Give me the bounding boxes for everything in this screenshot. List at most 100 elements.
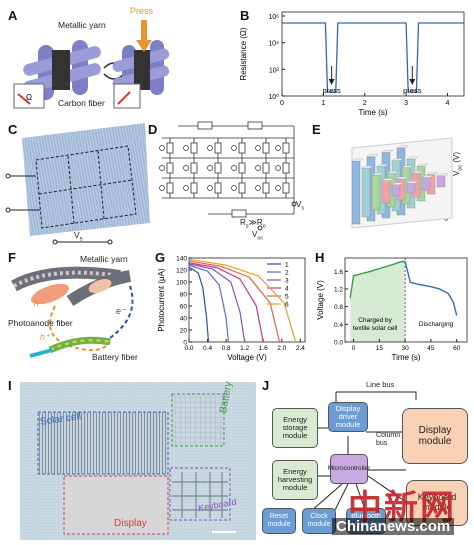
voc-terminal — [257, 225, 263, 231]
panel-a-illustration: Ω — [13, 20, 170, 109]
cell-outline — [35, 145, 137, 229]
bar-top — [371, 172, 384, 176]
cell-symbol — [207, 185, 213, 191]
resistor — [238, 162, 246, 174]
bar — [406, 182, 416, 194]
vs-label: Vs — [296, 200, 305, 212]
series-line-3 — [188, 263, 246, 343]
terminal-bottom-right — [107, 239, 113, 245]
panel-label: F — [8, 250, 16, 265]
x-tick-label: 3 — [404, 100, 408, 107]
x-tick-label: 60 — [453, 345, 461, 352]
bar-top — [366, 154, 379, 157]
resistor — [262, 142, 270, 154]
panel-label: G — [155, 250, 166, 265]
bar-top — [416, 163, 429, 167]
charging-line — [349, 260, 406, 298]
x-tick-label: 1.6 — [259, 345, 268, 352]
reset-module: Reset module — [262, 508, 296, 534]
charged-line-1: Charged by — [358, 317, 392, 324]
legend-label: 2 — [285, 270, 289, 277]
keyboard-region — [169, 467, 231, 521]
scale-bar — [125, 229, 141, 233]
resistor — [166, 182, 174, 194]
resistance-line — [282, 22, 464, 93]
panel-f: F Metallic yarn Photoanode fiber Battery… — [0, 246, 155, 368]
vs-label: Vs — [74, 230, 83, 243]
battery-region — [171, 393, 225, 447]
equivalent-circuit — [159, 121, 297, 231]
y-axis-label: Resistance (Ω) — [239, 27, 248, 80]
bar-top — [361, 165, 374, 169]
resistor — [166, 142, 174, 154]
cell-divider-1 — [67, 155, 75, 225]
hole-label-2: h⁺ — [40, 332, 50, 342]
resistor — [214, 162, 222, 174]
z-tick-label: 0 — [444, 216, 448, 223]
y-axis-label: Photocurrent (μA) — [157, 268, 166, 332]
panel-label: E — [312, 122, 321, 137]
solar-cell-region — [37, 411, 169, 475]
press-annotation: press — [322, 86, 341, 95]
cell-symbol — [183, 165, 189, 171]
x-tick-label: 0.8 — [222, 345, 231, 352]
bar — [371, 174, 381, 211]
battery-fiber — [48, 336, 111, 354]
resistor — [190, 162, 198, 174]
resistor — [214, 142, 222, 154]
panel-label: H — [315, 250, 325, 265]
photoanode-fiber — [31, 283, 69, 305]
bar-top — [391, 182, 404, 185]
bar-top — [436, 173, 449, 176]
keyboard-grid — [172, 472, 228, 518]
rs-ro-label: Rs≫Ro — [240, 218, 266, 230]
x-axis-label: Time (s) — [358, 108, 387, 117]
resistor — [282, 142, 290, 154]
resistor — [238, 182, 246, 194]
z-axis-label: Voc (V) — [452, 151, 464, 176]
y-tick-label: 0 — [183, 340, 187, 347]
display-label: Display — [114, 518, 147, 529]
terminal-left-top — [5, 173, 11, 179]
textile-photo — [5, 123, 150, 245]
cell-symbol — [255, 145, 261, 151]
plot-frame — [281, 11, 465, 97]
energy-storage-module: Energy storage module — [272, 408, 318, 448]
panel-c: C Vs — [0, 118, 155, 246]
x-axis-label: Time (s) — [391, 353, 420, 362]
x-tick-label: 1.2 — [240, 345, 249, 352]
y-tick-label: 0.4 — [334, 322, 343, 329]
photoanode-illustration — [11, 266, 134, 358]
y-tick-label: 0.8 — [334, 304, 343, 311]
cell-symbol — [231, 165, 237, 171]
panel-label: I — [8, 378, 12, 393]
discharging-line — [404, 261, 458, 316]
series-resistor — [231, 209, 247, 218]
series-resistor — [247, 121, 263, 130]
legend-label: 1 — [285, 262, 289, 269]
series-line-2 — [188, 264, 229, 343]
battery-label: Battery fiber — [92, 352, 138, 362]
panel-label: C — [8, 122, 18, 137]
charged-annotation: Charged by textile solar cell — [353, 317, 398, 332]
panel-label: A — [8, 8, 18, 23]
x-tick-label: 0.0 — [184, 345, 193, 352]
display-region — [63, 475, 169, 535]
cell-symbol — [255, 165, 261, 171]
cell-symbol — [207, 165, 213, 171]
x-tick-label: 0 — [352, 345, 356, 352]
x-tick-label: 2 — [363, 100, 367, 107]
clock-module: Clock module — [302, 508, 336, 534]
line-bus-label: Line bus — [366, 380, 395, 389]
y-tick-label: 0.0 — [334, 340, 343, 347]
y-tick-label: 80 — [180, 292, 188, 299]
x-tick-label: 30 — [402, 345, 410, 352]
bar-top — [426, 172, 439, 175]
cell-symbol — [207, 145, 213, 151]
resistor — [166, 162, 174, 174]
bar-top — [396, 176, 409, 180]
y-tick-label: 60 — [180, 304, 188, 311]
legend-label: 3 — [285, 278, 289, 285]
